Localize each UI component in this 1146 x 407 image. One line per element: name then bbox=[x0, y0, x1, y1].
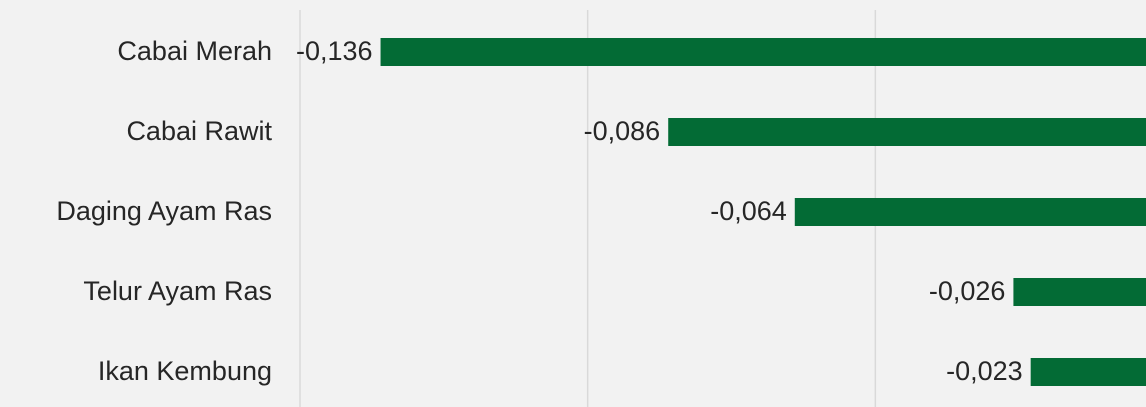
value-label: -0,026 bbox=[929, 276, 1006, 306]
category-label: Cabai Rawit bbox=[126, 116, 272, 146]
bar bbox=[1030, 358, 1146, 386]
category-label: Daging Ayam Ras bbox=[56, 196, 272, 226]
category-label: Cabai Merah bbox=[117, 36, 272, 66]
bar bbox=[794, 198, 1146, 226]
bar bbox=[668, 118, 1146, 146]
bar bbox=[1013, 278, 1146, 306]
value-label: -0,064 bbox=[710, 196, 787, 226]
category-label: Telur Ayam Ras bbox=[83, 276, 272, 306]
value-label: -0,086 bbox=[584, 116, 661, 146]
category-label: Ikan Kembung bbox=[98, 356, 272, 386]
value-label: -0,023 bbox=[946, 356, 1023, 386]
bar bbox=[380, 38, 1146, 66]
value-label: -0,136 bbox=[296, 36, 373, 66]
